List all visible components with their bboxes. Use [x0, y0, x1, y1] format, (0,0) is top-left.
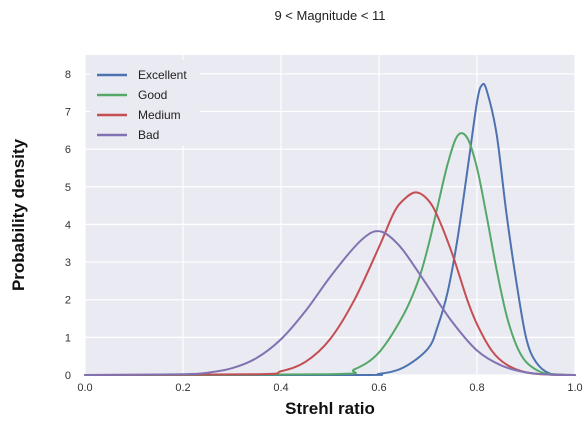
x-tick-label: 0.4 — [273, 382, 288, 394]
legend-label-bad: Bad — [138, 128, 159, 142]
y-tick-label: 8 — [65, 69, 71, 81]
y-tick-label: 4 — [65, 219, 71, 231]
y-tick-labels: 0 1 2 3 4 5 6 7 8 — [65, 69, 71, 382]
y-tick-label: 7 — [65, 106, 71, 118]
y-tick-label: 0 — [65, 370, 71, 382]
x-tick-label: 1.0 — [567, 382, 582, 394]
chart-title: 9 < Magnitude < 11 — [274, 8, 385, 23]
x-axis-label: Strehl ratio — [285, 399, 375, 418]
x-tick-label: 0.0 — [77, 382, 92, 394]
x-tick-label: 0.8 — [469, 382, 484, 394]
x-tick-labels: 0.0 0.2 0.4 0.6 0.8 1.0 — [77, 382, 582, 394]
x-tick-label: 0.2 — [175, 382, 190, 394]
series-line-good — [84, 132, 576, 376]
y-tick-label: 2 — [65, 295, 71, 307]
series-line-medium — [84, 191, 576, 376]
legend-label-medium: Medium — [138, 108, 181, 122]
x-tick-label: 0.6 — [371, 382, 386, 394]
legend-label-excellent: Excellent — [138, 68, 187, 82]
curves — [84, 82, 576, 377]
series-line-bad — [84, 230, 576, 376]
y-axis-label: Probability density — [9, 138, 28, 291]
series-line-excellent — [84, 82, 576, 377]
y-tick-label: 6 — [65, 144, 71, 156]
grid-lines — [84, 55, 576, 376]
y-tick-label: 5 — [65, 182, 71, 194]
y-tick-label: 1 — [65, 332, 71, 344]
legend-label-good: Good — [138, 88, 167, 102]
legend: Excellent Good Medium Bad — [90, 60, 200, 146]
y-tick-label: 3 — [65, 257, 71, 269]
